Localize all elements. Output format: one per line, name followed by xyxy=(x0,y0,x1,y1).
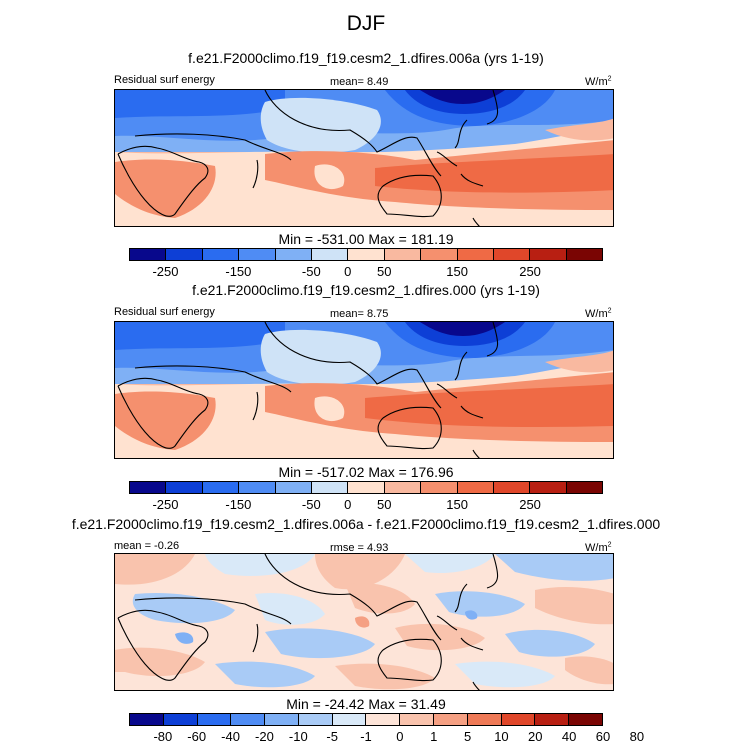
colorbar-swatch xyxy=(399,714,434,725)
panel-1-map xyxy=(114,89,614,227)
figure-title: DJF xyxy=(346,12,386,35)
colorbar-tick-label: 50 xyxy=(376,497,392,512)
colorbar-tick-label: -60 xyxy=(187,729,207,744)
colorbar-swatch xyxy=(529,482,566,493)
colorbar-tick-label: 60 xyxy=(595,729,611,744)
panel-1-variable-label: Residual surf energy xyxy=(114,74,215,86)
colorbar-swatch xyxy=(130,714,163,725)
colorbar-tick-label: 0 xyxy=(344,264,352,279)
panel-3-rmse-label: rmse = 4.93 xyxy=(330,542,389,554)
colorbar-swatch xyxy=(534,714,569,725)
panel-3-colorbar-ticks: -80 -60 -40 -20 -10 -5 -1 0 1 5 10 20 40 60 80 xyxy=(129,729,644,744)
colorbar-swatch xyxy=(196,714,231,725)
colorbar-swatch xyxy=(310,482,348,493)
colorbar-tick-label: 80 xyxy=(629,729,645,744)
colorbar-swatch xyxy=(492,482,530,493)
panel-1-colorbar-ticks: -250 -150 -50 0 50 150 250 xyxy=(129,264,603,279)
panel-2-variable-label: Residual surf energy xyxy=(114,306,215,318)
colorbar-swatch xyxy=(456,482,493,493)
colorbar-swatch xyxy=(420,249,457,260)
colorbar-swatch xyxy=(433,714,467,725)
panel-1-field xyxy=(115,90,613,226)
colorbar-swatch xyxy=(500,714,535,725)
colorbar-swatch xyxy=(347,249,384,260)
panel-3-title: f.e21.F2000climo.f19_f19.cesm2_1.dfires.… xyxy=(71,516,661,532)
panel-1-colorbar xyxy=(129,248,603,261)
panel-2-units-label: W/m2 xyxy=(585,307,612,320)
colorbar-tick-label: -1 xyxy=(360,729,372,744)
colorbar-tick-label: -40 xyxy=(221,729,240,744)
colorbar-tick-label: 0 xyxy=(344,497,352,512)
colorbar-tick-label: 0 xyxy=(396,729,404,744)
panel-1-units-label: W/m2 xyxy=(585,75,612,88)
colorbar-swatch xyxy=(274,249,311,260)
colorbar-tick-label: 10 xyxy=(494,729,509,744)
colorbar-tick-label: -250 xyxy=(152,497,179,512)
panel-2-title: f.e21.F2000climo.f19_f19.cesm2_1.dfires.… xyxy=(192,282,540,298)
colorbar-tick-label: -50 xyxy=(301,264,321,279)
colorbar-tick-label: -150 xyxy=(225,264,252,279)
colorbar-swatch xyxy=(310,249,348,260)
colorbar-tick-label: 20 xyxy=(528,729,543,744)
colorbar-tick-label: 150 xyxy=(446,497,468,512)
colorbar-tick-label: 250 xyxy=(519,497,541,512)
colorbar-swatch xyxy=(130,249,166,260)
colorbar-tick-label: 150 xyxy=(446,264,468,279)
colorbar-tick-label: 1 xyxy=(430,729,438,744)
colorbar-tick-label: -150 xyxy=(225,497,252,512)
colorbar-swatch xyxy=(568,714,602,725)
panel-3-colorbar xyxy=(129,713,603,726)
panel-3-minmax: Min = -24.42 Max = 31.49 xyxy=(286,696,446,712)
colorbar-swatch xyxy=(130,482,166,493)
panel-2-field xyxy=(115,322,613,458)
colorbar-swatch xyxy=(492,249,530,260)
panel-2-colorbar-ticks: -250 -150 -50 0 50 150 250 xyxy=(129,497,603,512)
colorbar-swatch xyxy=(466,714,501,725)
colorbar-swatch xyxy=(365,714,400,725)
colorbar-swatch xyxy=(565,482,603,493)
colorbar-tick-label: -50 xyxy=(301,497,321,512)
colorbar-swatch xyxy=(165,249,202,260)
colorbar-swatch xyxy=(238,249,275,260)
panel-1-minmax: Min = -531.00 Max = 181.19 xyxy=(278,231,454,247)
colorbar-swatch xyxy=(297,714,332,725)
colorbar-tick-label: 250 xyxy=(519,264,541,279)
colorbar-tick-label: 5 xyxy=(463,729,472,744)
colorbar-swatch xyxy=(238,482,275,493)
colorbar-swatch xyxy=(331,714,366,725)
panel-1-mean-label: mean= 8.49 xyxy=(330,76,389,88)
panel-3-units-label: W/m2 xyxy=(585,541,612,554)
panel-3-map xyxy=(114,553,614,691)
panel-2-colorbar xyxy=(129,481,603,494)
colorbar-swatch xyxy=(201,482,239,493)
colorbar-tick-label: 40 xyxy=(561,729,577,744)
colorbar-swatch xyxy=(383,249,421,260)
colorbar-swatch xyxy=(201,249,239,260)
colorbar-swatch xyxy=(456,249,493,260)
colorbar-tick-label: 50 xyxy=(376,264,392,279)
colorbar-swatch xyxy=(529,249,566,260)
colorbar-tick-label: -80 xyxy=(153,729,173,744)
colorbar-tick-label: -20 xyxy=(255,729,274,744)
colorbar-tick-label: -250 xyxy=(152,264,179,279)
panel-3-mean-label: mean = -0.26 xyxy=(114,540,180,552)
colorbar-swatch xyxy=(165,482,202,493)
colorbar-swatch xyxy=(230,714,265,725)
colorbar-swatch xyxy=(565,249,603,260)
colorbar-swatch xyxy=(347,482,384,493)
panel-1-title: f.e21.F2000climo.f19_f19.cesm2_1.dfires.… xyxy=(188,50,544,66)
colorbar-swatch xyxy=(420,482,457,493)
panel-2-minmax: Min = -517.02 Max = 176.96 xyxy=(278,464,454,480)
panel-3-field xyxy=(115,554,613,690)
colorbar-swatch xyxy=(264,714,298,725)
colorbar-swatch xyxy=(274,482,311,493)
panel-2-mean-label: mean= 8.75 xyxy=(330,308,389,320)
colorbar-swatch xyxy=(383,482,421,493)
colorbar-swatch xyxy=(162,714,197,725)
colorbar-tick-label: -5 xyxy=(326,729,338,744)
panel-2-map xyxy=(114,321,614,459)
colorbar-tick-label: -10 xyxy=(288,729,308,744)
